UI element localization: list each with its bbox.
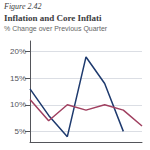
svg-text:15%: 15%	[10, 74, 26, 83]
svg-text:Inflation and Core Inflati: Inflation and Core Inflati	[4, 13, 102, 23]
svg-text:Figure 2.42: Figure 2.42	[3, 2, 41, 11]
svg-text:% Change over Previous Quarter: % Change over Previous Quarter	[4, 25, 108, 33]
svg-text:10%: 10%	[10, 100, 26, 109]
svg-text:5%: 5%	[14, 127, 26, 136]
svg-text:20%: 20%	[10, 47, 26, 56]
